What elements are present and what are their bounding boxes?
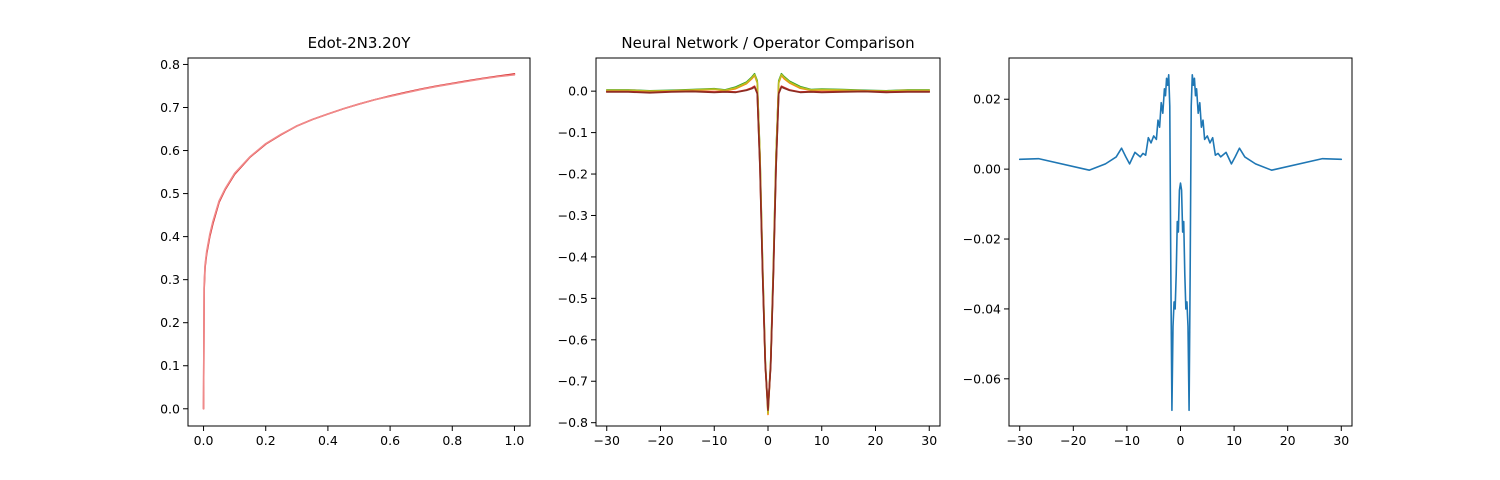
x-tick-label: 20 [1280, 433, 1296, 448]
x-tick-label: 30 [921, 433, 937, 448]
y-tick-label: −0.04 [963, 301, 1001, 316]
panel-difference: −30 −20 −10 0 10 20 30 0.02 0.00 −0.02 −0.04 −0.06 [963, 57, 1353, 448]
y-tick-label: −0.7 [558, 374, 588, 389]
x-tick-label: −10 [701, 433, 727, 448]
x-tick-label: 0 [1177, 433, 1185, 448]
y-tick-label: −0.4 [558, 249, 588, 264]
y-tick-label: 0.4 [160, 229, 180, 244]
y-tick-label: 0.8 [160, 57, 180, 72]
y-tick-label: 0.3 [160, 272, 180, 287]
x-tick-label: 0.6 [380, 433, 400, 448]
series-line-1 [1018, 73, 1343, 412]
y-tick-label: −0.1 [558, 125, 588, 140]
series-line-1 [605, 72, 931, 414]
series-line-5 [605, 86, 931, 412]
y-tick-label: 0.5 [160, 186, 180, 201]
x-tick-label: −20 [647, 433, 673, 448]
y-tick-label: 0.1 [160, 358, 180, 373]
series-line-2 [605, 74, 931, 416]
axes-frame [1008, 57, 1353, 427]
y-tick-label: 0.6 [160, 143, 180, 158]
y-tick-label: 0.02 [973, 92, 1001, 107]
x-tick-label: 30 [1333, 433, 1349, 448]
panel-nn-operator-comparison: −30 −20 −10 0 10 20 30 0.0 −0.1 −0.2 −0.3 −0.4 −0.5 −… [558, 34, 941, 448]
y-tick-label: −0.5 [558, 291, 588, 306]
x-tick-label: 10 [814, 433, 830, 448]
x-tick-label: 20 [868, 433, 884, 448]
y-tick-label: −0.3 [558, 208, 588, 223]
x-tick-label: 1.0 [505, 433, 525, 448]
y-tick-label: −0.06 [963, 371, 1001, 386]
x-tick-label: 0.0 [194, 433, 214, 448]
y-tick-label: 0.2 [160, 315, 180, 330]
x-tick-label: −20 [1060, 433, 1086, 448]
y-tick-label: −0.6 [558, 332, 588, 347]
y-tick-label: 0.00 [973, 162, 1001, 177]
y-tick-label: −0.2 [558, 167, 588, 182]
x-tick-label: 10 [1226, 433, 1242, 448]
x-tick-label: 0.4 [318, 433, 338, 448]
y-tick-label: −0.8 [558, 415, 588, 430]
x-tick-label: 0.8 [442, 433, 462, 448]
x-tick-label: −30 [594, 433, 620, 448]
panel-edot-curve: 0.0 0.2 0.4 0.6 0.8 1.0 0.0 0.1 0.2 0.3 0.4 0.5 0.6 0… [160, 34, 531, 448]
axes-frame [595, 57, 941, 427]
y-tick-label: −0.02 [963, 232, 1001, 247]
series-line-4 [605, 85, 931, 409]
y-tick-label: 0.0 [568, 84, 588, 99]
axes-frame [187, 57, 531, 427]
x-tick-label: 0.2 [256, 433, 276, 448]
x-tick-label: −10 [1114, 433, 1140, 448]
x-tick-label: −30 [1007, 433, 1033, 448]
x-tick-label: 0 [764, 433, 772, 448]
chart-title: Neural Network / Operator Comparison [621, 34, 914, 52]
series-line-1 [202, 73, 516, 410]
y-tick-label: 0.7 [160, 100, 180, 115]
chart-title: Edot-2N3.20Y [308, 34, 412, 52]
series-line-2 [202, 73, 516, 410]
y-tick-label: 0.0 [160, 401, 180, 416]
series-line-3 [605, 73, 931, 414]
